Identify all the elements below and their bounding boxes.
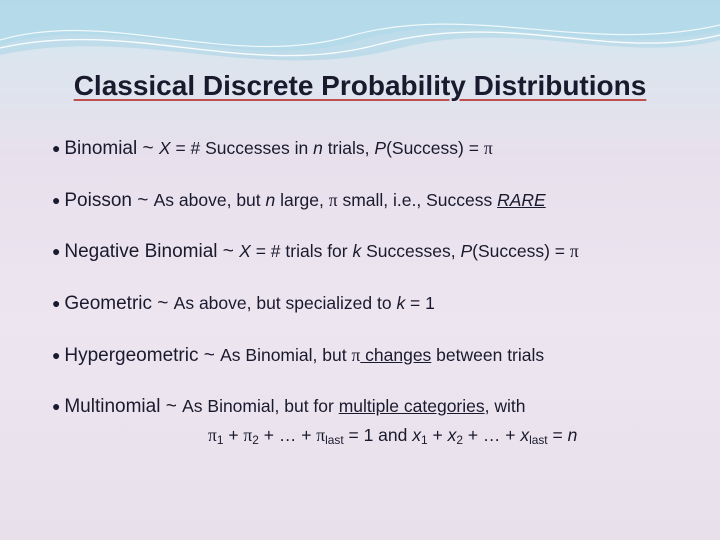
multinomial-equation: π1 + π2 + … + πlast = 1 and x1 + x2 + … … <box>208 424 672 448</box>
bullet-geometric: Geometric ~ As above, but specialized to… <box>48 291 672 317</box>
bullet-hypergeometric: Hypergeometric ~ As Binomial, but π chan… <box>48 343 672 369</box>
bullet-list: Binomial ~ X = # Successes in n trials, … <box>48 136 672 420</box>
slide: Classical Discrete Probability Distribut… <box>0 0 720 488</box>
bullet-negbinomial: Negative Binomial ~ X = # trials for k S… <box>48 239 672 265</box>
bullet-multinomial: Multinomial ~ As Binomial, but for multi… <box>48 394 672 420</box>
bullet-binomial: Binomial ~ X = # Successes in n trials, … <box>48 136 672 162</box>
slide-title: Classical Discrete Probability Distribut… <box>48 70 672 102</box>
bullet-poisson: Poisson ~ As above, but n large, π small… <box>48 188 672 214</box>
